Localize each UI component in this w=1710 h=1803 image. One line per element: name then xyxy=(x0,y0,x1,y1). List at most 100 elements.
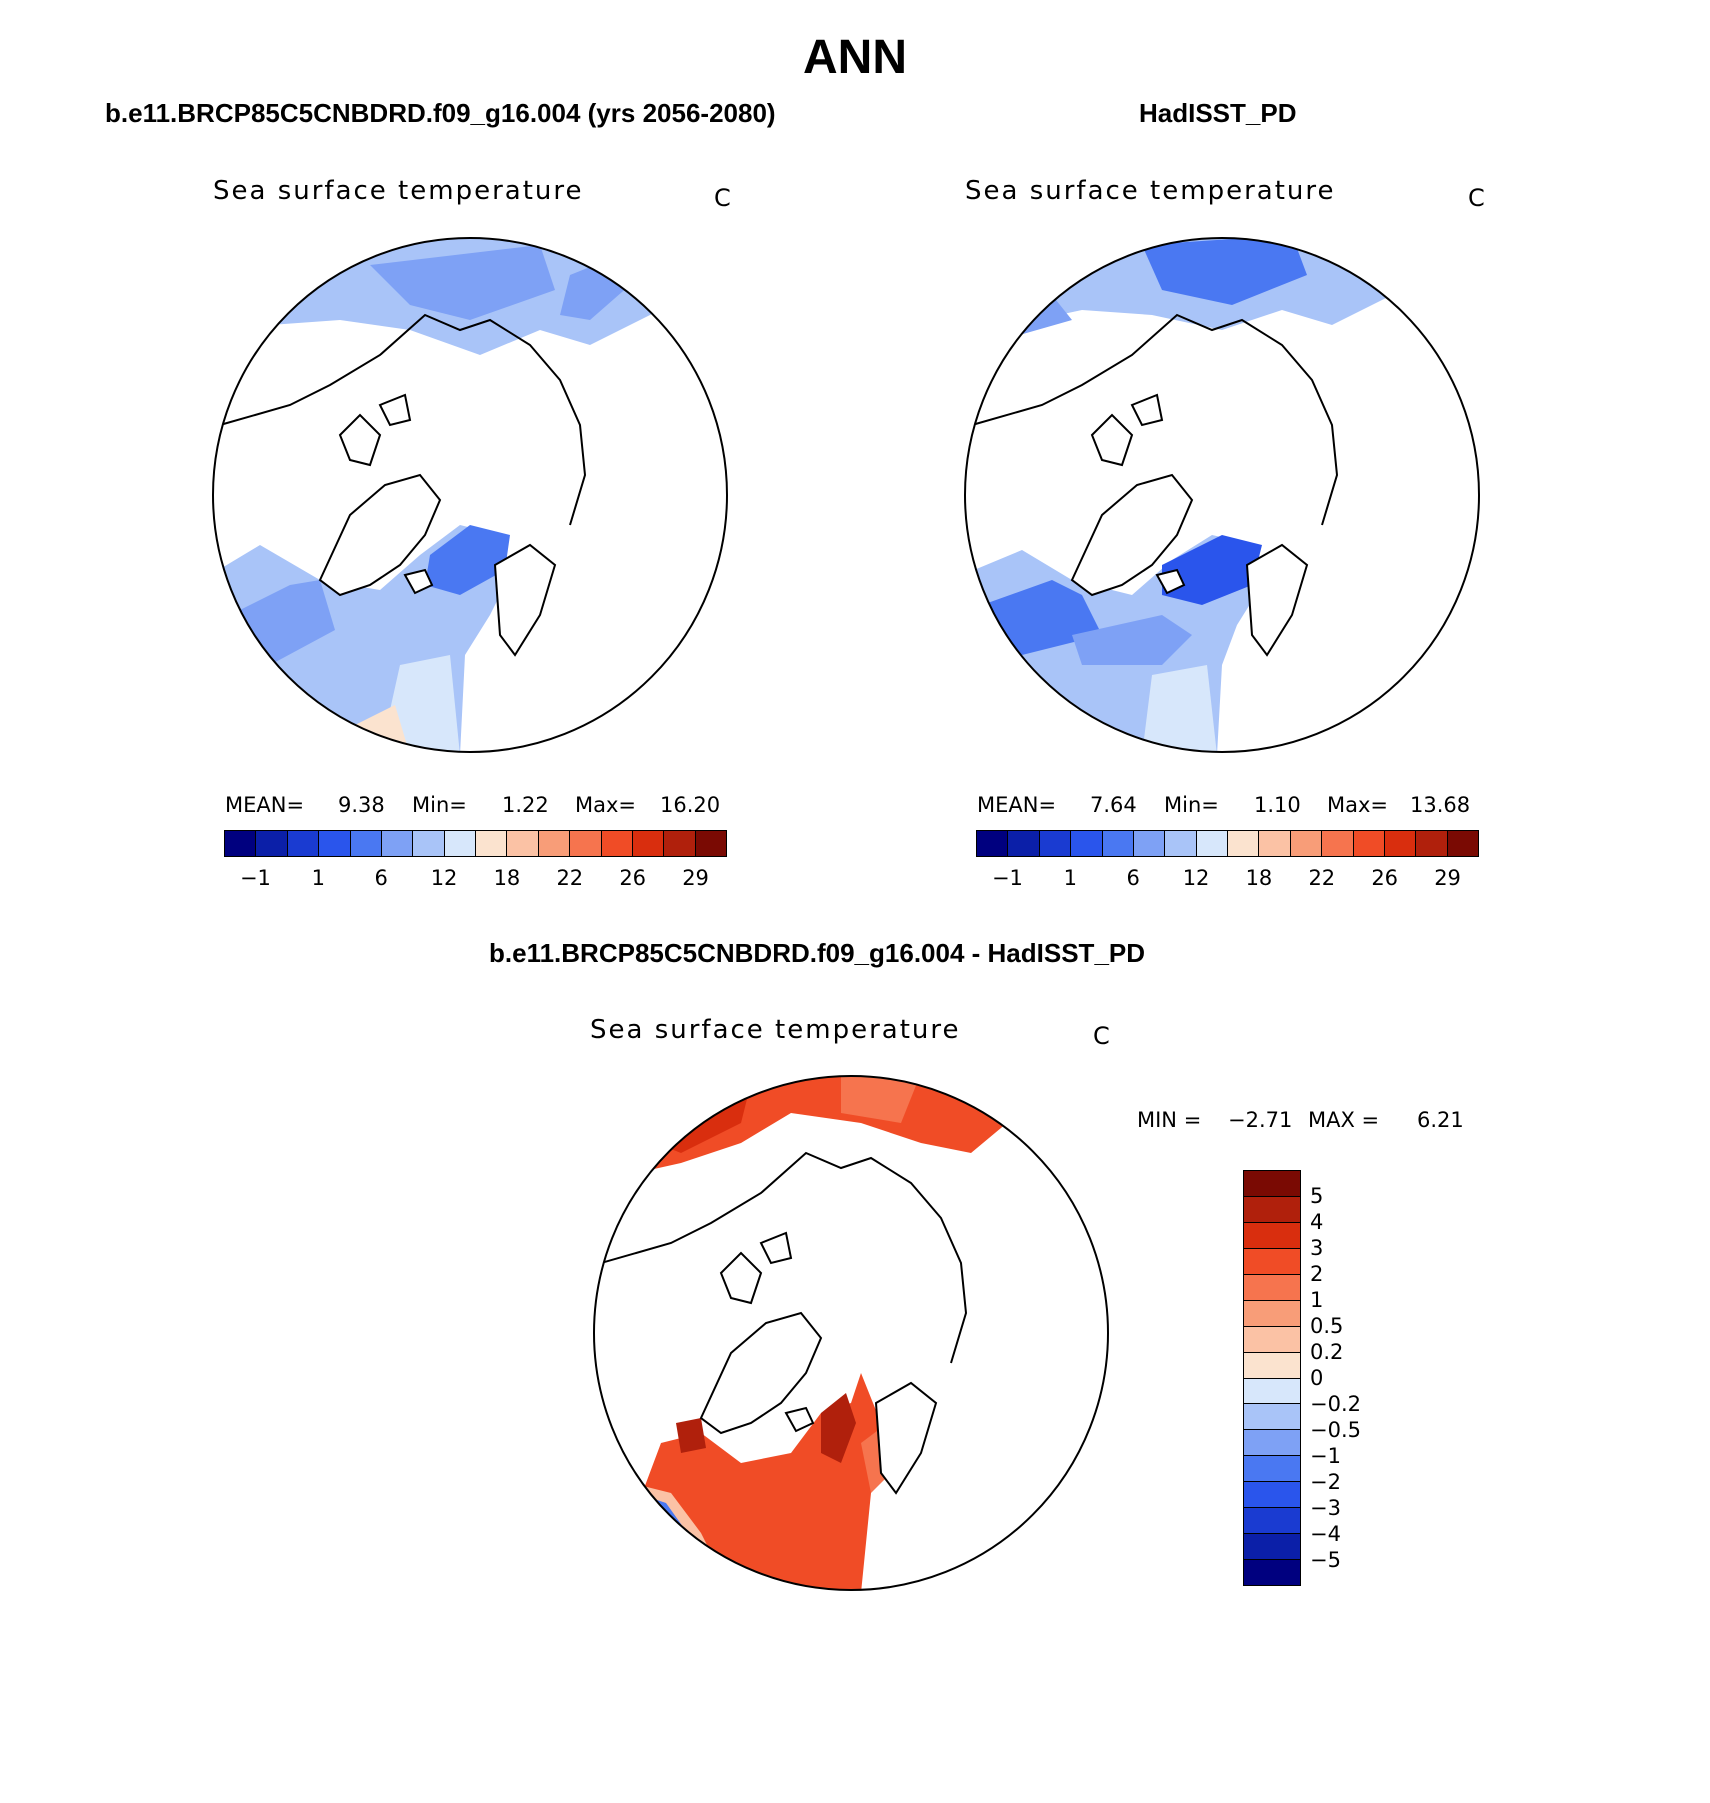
colorbar-difference-tick-label: −3 xyxy=(1310,1496,1341,1520)
colorbar-model-swatch-2 xyxy=(286,831,319,856)
colorbar-observed-swatch-15 xyxy=(1446,831,1478,856)
iceland-landmass xyxy=(1155,568,1186,595)
colorbar-model-swatch-3 xyxy=(318,831,350,856)
greenland-landmass xyxy=(318,473,442,597)
panel-1-max-value: 16.20 xyxy=(660,793,721,817)
colorbar-model-tick-label: 29 xyxy=(682,866,709,890)
arctic-coastline xyxy=(600,1151,968,1364)
colorbar-observed-swatch-2 xyxy=(1038,831,1071,856)
colorbar-observed-tick-label: −1 xyxy=(991,866,1023,890)
panel-3-field-label: Sea surface temperature xyxy=(590,1015,961,1045)
colorbar-observed-swatch-9 xyxy=(1258,831,1290,856)
colorbar-model-swatch-13 xyxy=(631,831,664,856)
colorbar-difference-tick-label: −1 xyxy=(1310,1444,1341,1468)
panel-3-max-value: 6.21 xyxy=(1417,1108,1464,1132)
colorbar-difference-swatch-7 xyxy=(1244,1351,1300,1378)
colorbar-observed-tick-label: 6 xyxy=(1126,866,1140,890)
colorbar-observed-tick-label: 29 xyxy=(1434,866,1461,890)
colorbar-difference-tick-label: 5 xyxy=(1310,1184,1324,1208)
colorbar-observed-swatch-1 xyxy=(1007,831,1039,856)
colorbar-difference-swatch-4 xyxy=(1244,1273,1300,1300)
greenland-landmass xyxy=(699,1311,823,1435)
colorbar-difference-tick-label: −5 xyxy=(1310,1548,1341,1572)
panel-1-mean-label: MEAN= xyxy=(225,793,305,817)
panel-1-min-value: 1.22 xyxy=(502,793,549,817)
figure-title: ANN xyxy=(803,31,907,84)
panel-2-min-label: Min= xyxy=(1164,793,1219,817)
panel-1-min-label: Min= xyxy=(412,793,467,817)
colorbar-observed-tick-label: 26 xyxy=(1371,866,1399,890)
colorbar-difference-tick-label: 0.5 xyxy=(1310,1314,1344,1338)
colorbar-model xyxy=(224,830,727,857)
colorbar-observed-ticks: −1 1 6 12 18 22 26 29 xyxy=(976,866,1479,892)
colorbar-difference-tick-label: 1 xyxy=(1310,1288,1324,1312)
colorbar-difference xyxy=(1243,1170,1301,1586)
colorbar-observed-swatch-5 xyxy=(1132,831,1165,856)
colorbar-difference-swatch-1 xyxy=(1244,1195,1300,1222)
scandinavia-landmass xyxy=(493,543,557,657)
colorbar-model-swatch-12 xyxy=(600,831,632,856)
norwegian-sst-patch xyxy=(425,525,510,595)
pacific-sst-core xyxy=(370,245,555,320)
labrador-diff-core xyxy=(676,1418,706,1453)
colorbar-difference-swatch-5 xyxy=(1244,1299,1300,1326)
colorbar-difference-ticks: 5 4 3 2 1 0.5 0.2 0 −0.2 −0.5 −1 −2 −3 −4 −5 xyxy=(1310,1170,1390,1586)
map-difference-sst xyxy=(593,1075,1109,1591)
colorbar-difference-tick-label: 0.2 xyxy=(1310,1340,1344,1364)
greenland-landmass xyxy=(1070,473,1194,597)
arctic-coastline xyxy=(971,313,1339,526)
atlantic-mid-sst xyxy=(1072,615,1192,665)
colorbar-difference-swatch-10 xyxy=(1244,1429,1300,1456)
colorbar-model-tick-label: 1 xyxy=(311,866,325,890)
colorbar-model-tick-label: 6 xyxy=(374,866,388,890)
colorbar-model-swatch-5 xyxy=(380,831,413,856)
colorbar-model-ticks: −1 1 6 12 18 22 26 29 xyxy=(224,866,727,892)
colorbar-difference-swatch-12 xyxy=(1244,1481,1300,1508)
colorbar-observed-swatch-6 xyxy=(1164,831,1196,856)
colorbar-difference-swatch-9 xyxy=(1244,1403,1300,1430)
norwegian-diff-core xyxy=(821,1393,856,1463)
northsea-sst-patch xyxy=(1142,665,1217,752)
colorbar-difference-swatch-11 xyxy=(1244,1455,1300,1482)
colorbar-model-swatch-0 xyxy=(225,831,256,856)
colorbar-observed-swatch-10 xyxy=(1289,831,1322,856)
panel-title-difference: b.e11.BRCP85C5CNBDRD.f09_g16.004 - HadIS… xyxy=(489,938,1146,968)
colorbar-difference-tick-label: 0 xyxy=(1310,1366,1324,1390)
colorbar-observed-swatch-12 xyxy=(1352,831,1384,856)
colorbar-model-swatch-14 xyxy=(663,831,695,856)
colorbar-observed-swatch-13 xyxy=(1383,831,1416,856)
colorbar-difference-swatch-8 xyxy=(1244,1377,1300,1404)
colorbar-difference-tick-label: −4 xyxy=(1310,1522,1341,1546)
colorbar-difference-swatch-6 xyxy=(1244,1325,1300,1352)
colorbar-model-swatch-9 xyxy=(506,831,538,856)
panel-3-min-label: MIN = xyxy=(1137,1108,1202,1132)
arctic-coastline xyxy=(219,313,587,526)
colorbar-difference-tick-label: 3 xyxy=(1310,1236,1324,1260)
panel-1-unit: C xyxy=(714,184,731,212)
canadian-archipelago xyxy=(338,393,412,467)
scandinavia-landmass xyxy=(1245,543,1309,657)
panel-2-max-label: Max= xyxy=(1327,793,1389,817)
colorbar-observed-tick-label: 12 xyxy=(1182,866,1210,890)
colorbar-observed-tick-label: 22 xyxy=(1308,866,1336,890)
iceland-landmass xyxy=(784,1406,815,1433)
colorbar-model-tick-label: 18 xyxy=(493,866,521,890)
colorbar-observed xyxy=(976,830,1479,857)
colorbar-observed-swatch-0 xyxy=(977,831,1008,856)
panel-1-mean-value: 9.38 xyxy=(338,793,385,817)
colorbar-observed-swatch-14 xyxy=(1415,831,1447,856)
colorbar-model-swatch-4 xyxy=(349,831,381,856)
scandinavia-landmass xyxy=(874,1381,938,1495)
panel-2-mean-value: 7.64 xyxy=(1090,793,1137,817)
pacific-diff-light xyxy=(841,1076,921,1123)
panel-3-min-value: −2.71 xyxy=(1228,1108,1293,1132)
colorbar-difference-swatch-14 xyxy=(1244,1533,1300,1560)
colorbar-difference-swatch-15 xyxy=(1244,1559,1300,1585)
labrador-sst-patch xyxy=(982,580,1102,655)
pacific-sst-core xyxy=(1142,238,1307,305)
iceland-landmass xyxy=(403,568,434,595)
colorbar-model-swatch-7 xyxy=(443,831,475,856)
panel-2-mean-label: MEAN= xyxy=(977,793,1057,817)
colorbar-difference-tick-label: 2 xyxy=(1310,1262,1324,1286)
colorbar-difference-tick-label: 4 xyxy=(1310,1210,1324,1234)
